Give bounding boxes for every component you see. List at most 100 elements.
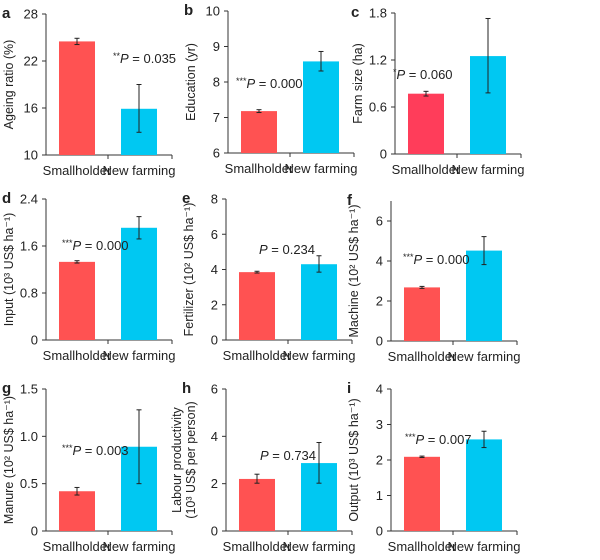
y-tick-label: 16 xyxy=(24,101,38,116)
p-value-annotation: ***P = 0.007 xyxy=(405,432,472,447)
p-value-annotation: P = 0.234 xyxy=(259,242,315,257)
x-tick-label: New farming xyxy=(283,539,356,554)
x-tick-label: Smallholder xyxy=(43,348,112,363)
bar-new-farming xyxy=(466,439,502,531)
significance-stars: *** xyxy=(405,432,416,442)
p-value: = 0.000 xyxy=(81,238,128,253)
y-tick-label: 8 xyxy=(211,192,218,207)
x-tick-label: New farming xyxy=(103,348,176,363)
p-value: = 0.734 xyxy=(269,448,316,463)
panel-label: d xyxy=(2,190,11,207)
bar-smallholder xyxy=(59,41,95,155)
y-tick-label: 0.6 xyxy=(369,100,387,115)
panel-f: f 0 2 4 6 Machine (10² US$ ha⁻¹) SmallholderNe… xyxy=(347,192,520,364)
p-value: = 0.060 xyxy=(405,67,452,82)
y-tick-label: 0 xyxy=(211,333,218,348)
panel-d: d 0 0.8 1.6 2.4 Input (10³ US$ ha⁻¹) Smallhold… xyxy=(2,190,175,363)
y-tick-label: 28 xyxy=(24,7,38,22)
p-symbol: P xyxy=(260,448,269,463)
panel-e: e 0 2 4 6 8 Fertilizer (10² US$ ha⁻¹) Smallhold… xyxy=(182,190,355,363)
x-tick-label: Smallholder xyxy=(225,161,294,176)
bar-new-farming xyxy=(303,61,339,153)
x-tick-label: Smallholder xyxy=(223,539,292,554)
y-tick-label: 0 xyxy=(31,333,38,348)
y-tick-label: 0 xyxy=(376,334,383,349)
panel-c: c 0 0.6 1.2 1.8 Farm size (ha) SmallholderNew … xyxy=(351,4,524,177)
p-symbol: P xyxy=(247,76,256,91)
p-value: = 0.000 xyxy=(255,76,302,91)
y-tick-label: 10 xyxy=(24,148,38,163)
y-tick-label: 0 xyxy=(211,524,218,539)
y-tick-label: 4 xyxy=(211,262,218,277)
bar-smallholder xyxy=(241,111,277,153)
y-tick-label: 1.0 xyxy=(20,429,38,444)
y-tick-label: 0.8 xyxy=(20,286,38,301)
significance-stars: *** xyxy=(403,252,414,262)
x-tick-label: New farming xyxy=(283,348,356,363)
y-tick-label: 0 xyxy=(380,147,387,162)
y-tick-label: 3 xyxy=(376,417,383,432)
y-tick-label: 2 xyxy=(376,294,383,309)
x-tick-label: New farming xyxy=(448,539,521,554)
p-symbol: P xyxy=(416,432,425,447)
bar-smallholder xyxy=(404,456,440,531)
bar-smallholder xyxy=(59,491,95,531)
panel-label: c xyxy=(351,4,359,21)
y-axis-label: Output (10³ US$ ha⁻¹) xyxy=(347,398,361,521)
y-axis-label: Manure (10² US$ ha⁻¹) xyxy=(2,396,16,524)
y-tick-label: 9 xyxy=(213,39,220,54)
y-tick-label: 2 xyxy=(211,476,218,491)
x-tick-label: Smallholder xyxy=(223,348,292,363)
p-value-annotation: ***P = 0.000 xyxy=(236,76,303,91)
y-tick-label: 0 xyxy=(376,524,383,539)
bar-smallholder xyxy=(404,287,440,341)
x-tick-label: New farming xyxy=(103,163,176,178)
y-tick-label: 6 xyxy=(211,382,218,397)
x-tick-label: Smallholder xyxy=(392,162,461,177)
bar-smallholder xyxy=(239,478,275,531)
panel-label: e xyxy=(182,190,190,207)
y-tick-label: 2 xyxy=(211,297,218,312)
y-axis-label: Fertilizer (10² US$ ha⁻¹) xyxy=(182,203,196,337)
y-tick-label: 10 xyxy=(206,4,220,19)
x-tick-label: New farming xyxy=(285,161,358,176)
y-tick-label: 4 xyxy=(376,254,383,269)
panel-label: g xyxy=(2,380,11,397)
panel-a: a 10 16 22 28 Ageing ratio (%) SmallholderNew … xyxy=(2,5,176,178)
panel-label: b xyxy=(184,2,193,19)
p-symbol: P xyxy=(397,67,406,82)
p-value: = 0.003 xyxy=(81,443,128,458)
bar-new-farming xyxy=(466,250,502,341)
significance-stars: *** xyxy=(62,443,73,453)
y-tick-label: 6 xyxy=(213,146,220,161)
y-tick-label: 1.2 xyxy=(369,53,387,68)
panel-i: i 0 1 2 3 4 Output (10³ US$ ha⁻¹) SmallholderNe… xyxy=(347,380,520,554)
y-axis-label: Input (10³ US$ ha⁻¹) xyxy=(2,213,16,327)
p-symbol: P xyxy=(73,238,82,253)
x-tick-label: New farming xyxy=(452,162,525,177)
y-axis-label: Farm size (ha) xyxy=(351,43,365,124)
panel-g: g 0 0.5 1.0 1.5 Manure (10² US$ ha⁻¹) Smallhol… xyxy=(2,380,175,554)
significance-stars: * xyxy=(393,67,397,77)
y-tick-label: 1.5 xyxy=(20,382,38,397)
y-axis-label: Education (yr) xyxy=(184,43,198,121)
p-value-annotation: P = 0.734 xyxy=(260,448,316,463)
y-tick-label: 1 xyxy=(376,488,383,503)
panel-label: h xyxy=(182,380,191,397)
x-tick-label: Smallholder xyxy=(43,539,112,554)
y-tick-label: 8 xyxy=(213,75,220,90)
p-value-annotation: ***P = 0.000 xyxy=(403,252,470,267)
p-value-annotation: *P = 0.060 xyxy=(393,67,453,82)
x-tick-label: Smallholder xyxy=(43,163,112,178)
p-symbol: P xyxy=(120,51,129,66)
bar-new-farming xyxy=(301,264,337,340)
significance-stars: *** xyxy=(236,76,247,86)
y-tick-label: 0 xyxy=(31,524,38,539)
p-value: = 0.007 xyxy=(424,432,471,447)
p-symbol: P xyxy=(259,242,268,257)
p-value-annotation: ***P = 0.000 xyxy=(62,238,129,253)
significance-stars: *** xyxy=(62,238,73,248)
bar-new-farming xyxy=(121,227,157,340)
